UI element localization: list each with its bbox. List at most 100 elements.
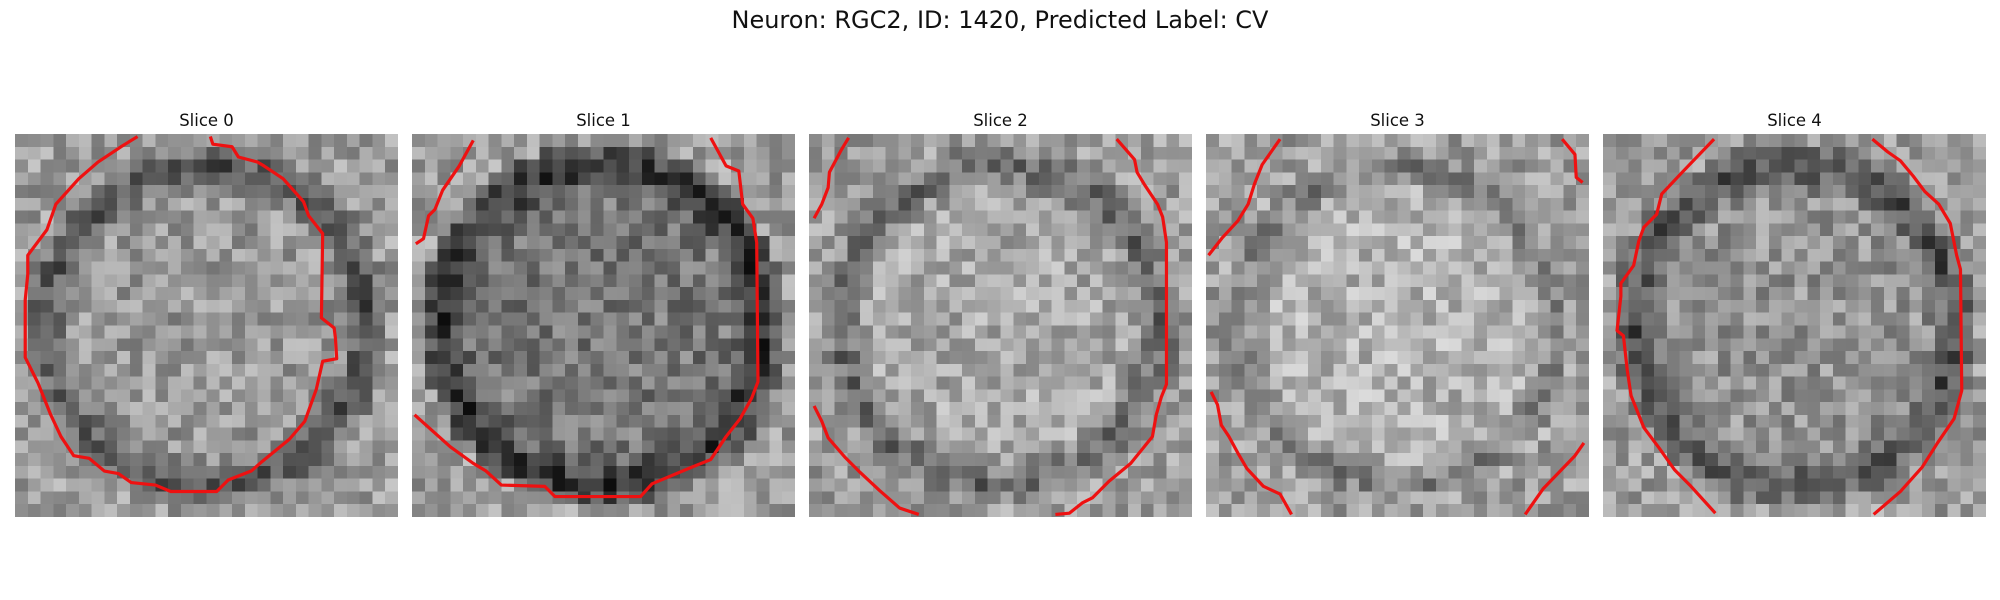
image-pixel xyxy=(1960,287,1974,301)
image-pixel xyxy=(782,274,795,288)
image-pixel xyxy=(257,312,271,326)
image-pixel xyxy=(667,185,681,199)
image-pixel xyxy=(359,351,373,365)
image-pixel xyxy=(539,376,553,390)
image-pixel xyxy=(1474,287,1488,301)
image-pixel xyxy=(526,414,540,428)
image-pixel xyxy=(1179,172,1192,186)
image-pixel xyxy=(1166,453,1180,467)
image-pixel xyxy=(437,159,451,173)
image-pixel xyxy=(731,453,745,467)
image-pixel xyxy=(1269,197,1283,211)
image-pixel xyxy=(1896,338,1910,352)
image-pixel xyxy=(66,312,80,326)
image-pixel xyxy=(334,402,348,416)
image-pixel xyxy=(1218,389,1232,403)
image-pixel xyxy=(1909,185,1923,199)
image-pixel xyxy=(743,491,757,505)
image-pixel xyxy=(1000,248,1014,262)
image-pixel xyxy=(731,491,745,505)
image-pixel xyxy=(1038,159,1052,173)
image-pixel xyxy=(1346,338,1360,352)
image-pixel xyxy=(1717,223,1731,237)
image-pixel xyxy=(475,504,489,517)
image-pixel xyxy=(1858,159,1872,173)
image-pixel xyxy=(1089,491,1103,505)
image-pixel xyxy=(1679,185,1693,199)
image-pixel xyxy=(1051,197,1065,211)
image-pixel xyxy=(1781,414,1795,428)
image-pixel xyxy=(1128,134,1142,148)
image-pixel xyxy=(731,223,745,237)
image-pixel xyxy=(424,274,438,288)
image-pixel xyxy=(680,389,694,403)
image-pixel xyxy=(270,299,284,313)
image-pixel xyxy=(539,465,553,479)
image-pixel xyxy=(743,453,757,467)
image-pixel xyxy=(1909,363,1923,377)
image-pixel xyxy=(1807,236,1821,250)
image-pixel xyxy=(488,197,502,211)
image-pixel xyxy=(731,134,745,148)
image-pixel xyxy=(1512,338,1526,352)
image-pixel xyxy=(1871,363,1885,377)
image-pixel xyxy=(923,274,937,288)
image-pixel xyxy=(1641,261,1655,275)
image-pixel xyxy=(1179,478,1192,492)
image-pixel xyxy=(1563,274,1577,288)
image-pixel xyxy=(1308,427,1322,441)
image-pixel xyxy=(129,478,143,492)
image-pixel xyxy=(1102,376,1116,390)
image-pixel xyxy=(1666,299,1680,313)
image-pixel xyxy=(129,402,143,416)
image-pixel xyxy=(1397,325,1411,339)
image-pixel xyxy=(514,197,528,211)
image-pixel xyxy=(872,236,886,250)
image-pixel xyxy=(321,491,335,505)
image-pixel xyxy=(769,504,783,517)
image-pixel xyxy=(616,197,630,211)
image-pixel xyxy=(1654,172,1668,186)
image-pixel xyxy=(295,146,309,160)
image-pixel xyxy=(1883,248,1897,262)
image-pixel xyxy=(898,274,912,288)
image-pixel xyxy=(295,223,309,237)
image-pixel xyxy=(809,248,823,262)
image-pixel xyxy=(962,453,976,467)
image-pixel xyxy=(1603,299,1617,313)
image-pixel xyxy=(949,427,963,441)
image-pixel xyxy=(321,453,335,467)
image-pixel xyxy=(539,312,553,326)
image-pixel xyxy=(1231,287,1245,301)
image-pixel xyxy=(104,389,118,403)
image-pixel xyxy=(1166,248,1180,262)
image-pixel xyxy=(104,491,118,505)
image-pixel xyxy=(565,236,579,250)
image-pixel xyxy=(334,274,348,288)
image-pixel xyxy=(1717,210,1731,224)
image-pixel xyxy=(1550,299,1564,313)
image-pixel xyxy=(463,363,477,377)
image-pixel xyxy=(155,414,169,428)
image-pixel xyxy=(705,465,719,479)
image-pixel xyxy=(782,402,795,416)
image-pixel xyxy=(66,363,80,377)
image-pixel xyxy=(603,478,617,492)
image-pixel xyxy=(667,427,681,441)
image-pixel xyxy=(1768,261,1782,275)
image-pixel xyxy=(743,185,757,199)
image-pixel xyxy=(1576,185,1589,199)
image-pixel xyxy=(1922,338,1936,352)
image-pixel xyxy=(885,465,899,479)
image-pixel xyxy=(1615,248,1629,262)
image-pixel xyxy=(1756,134,1770,148)
image-pixel xyxy=(40,504,54,517)
image-pixel xyxy=(1166,325,1180,339)
image-pixel xyxy=(1692,465,1706,479)
image-pixel xyxy=(1730,223,1744,237)
image-pixel xyxy=(987,210,1001,224)
image-pixel xyxy=(1756,465,1770,479)
image-pixel xyxy=(1346,287,1360,301)
image-pixel xyxy=(1705,287,1719,301)
image-pixel xyxy=(168,338,182,352)
